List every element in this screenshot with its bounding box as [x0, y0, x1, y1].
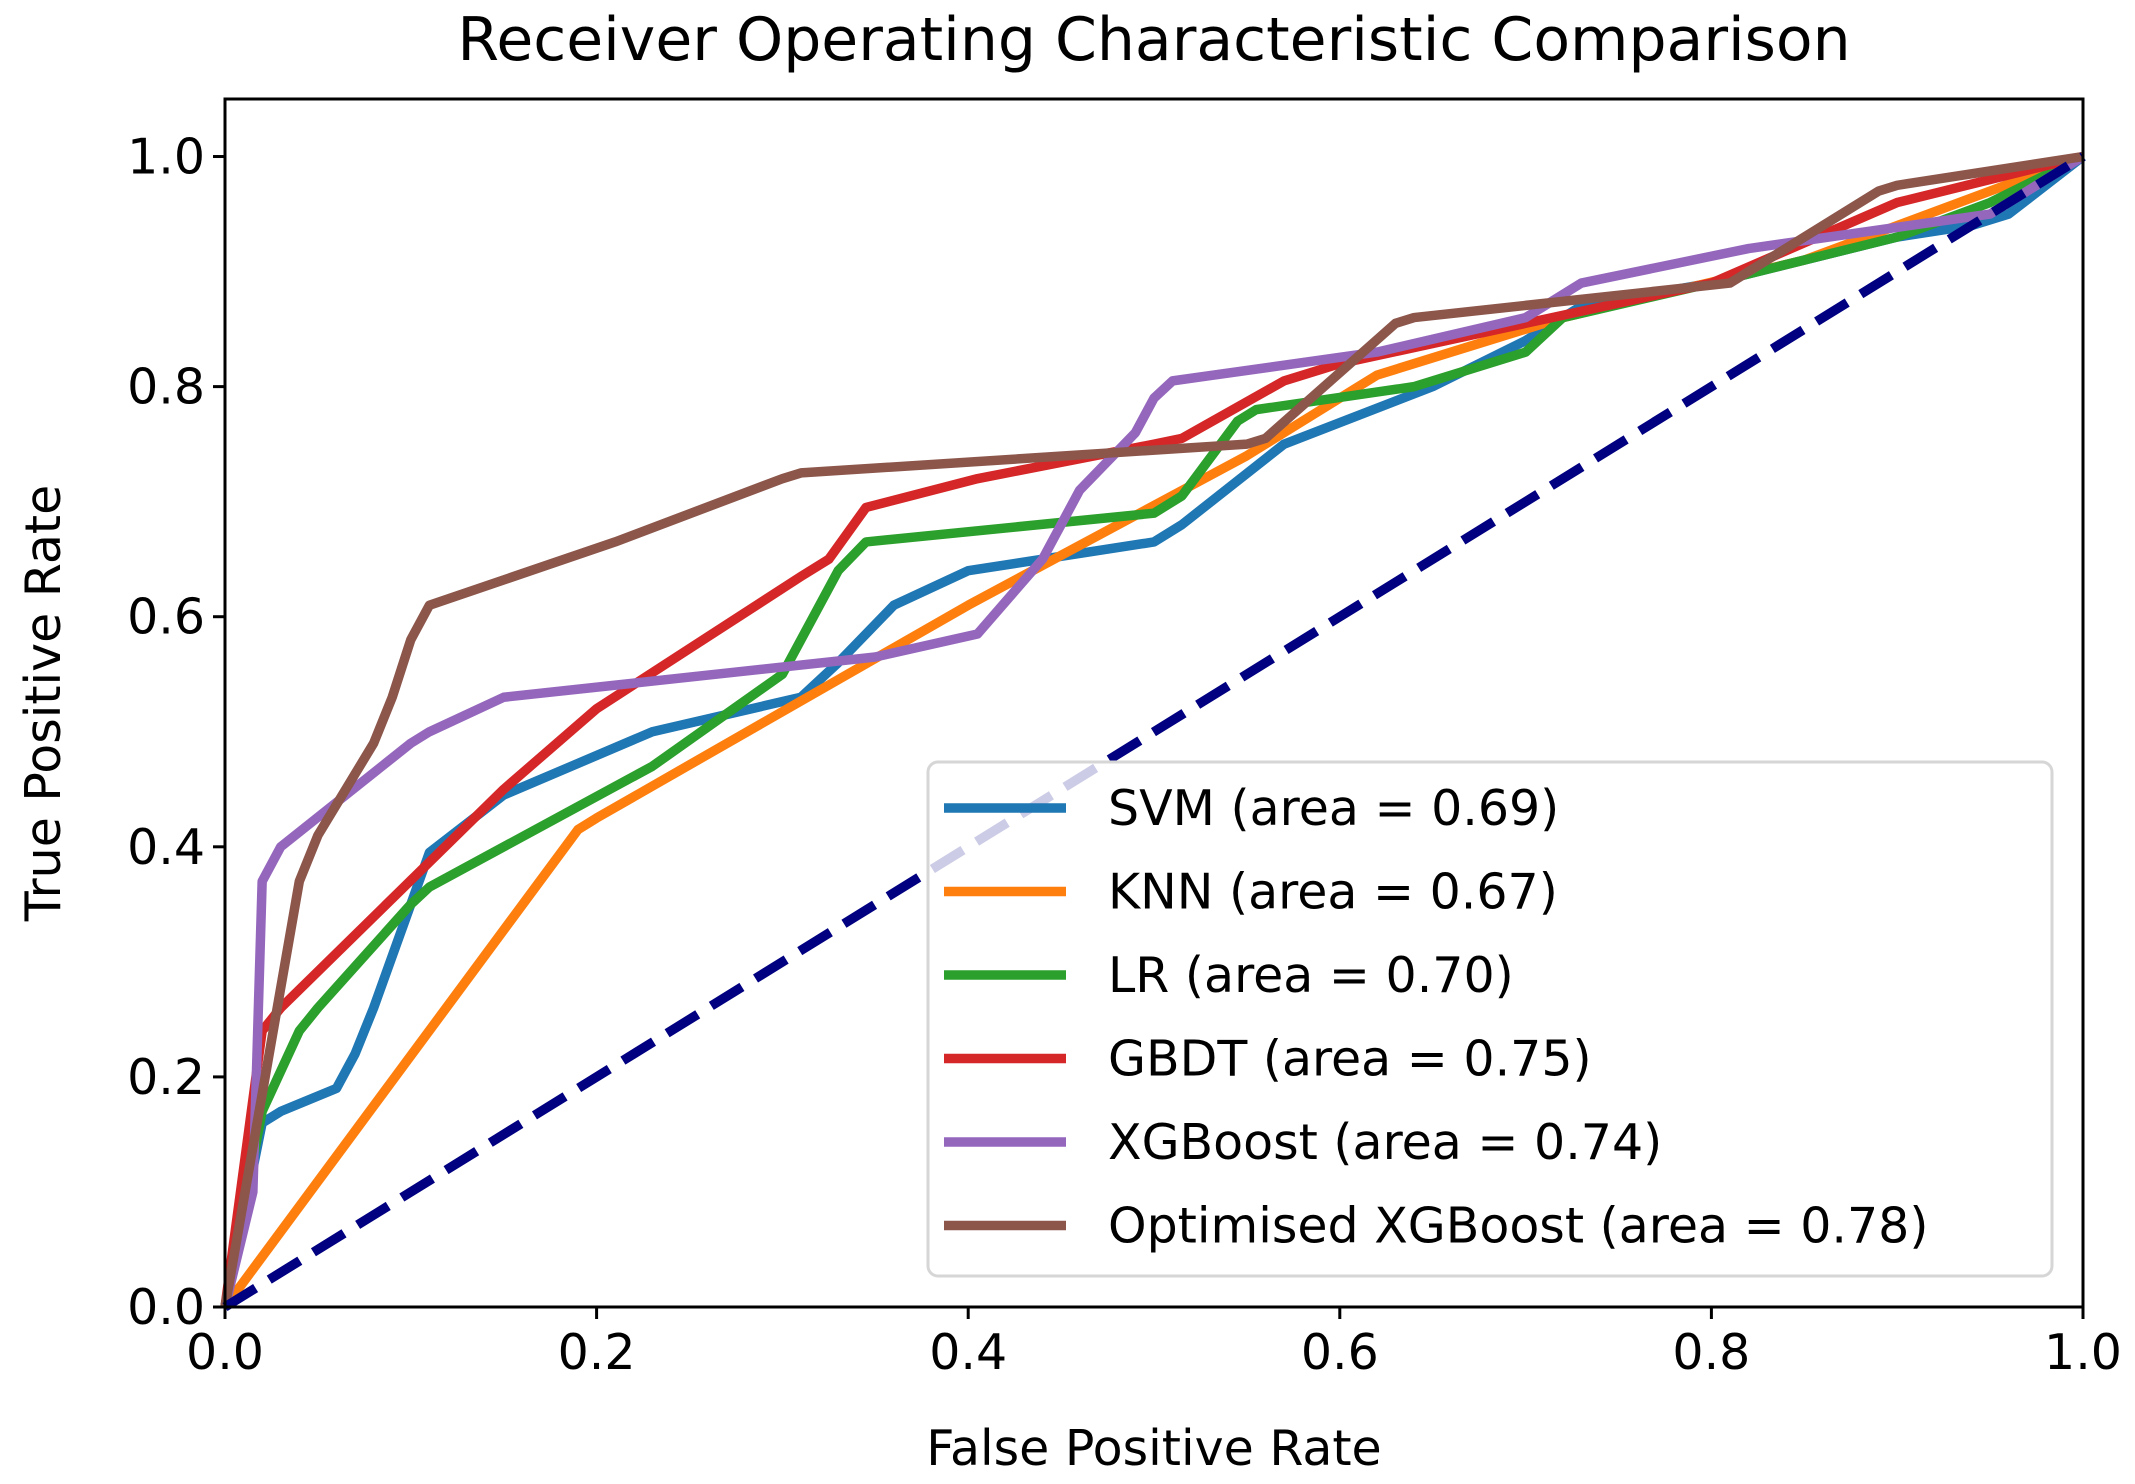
legend-entry-5: Optimised XGBoost (area = 0.78) — [1108, 1198, 1928, 1255]
legend-entry-1: KNN (area = 0.67) — [1108, 864, 1558, 921]
x-tick-label: 0.6 — [1301, 1324, 1379, 1381]
axis-ticks: 0.0 0.2 0.4 0.6 0.8 1.0 0.0 0.2 0.4 0.6 0.8 1.0 — [127, 97, 2122, 1381]
x-tick-label: 0.0 — [186, 1324, 264, 1381]
legend-entry-0: SVM (area = 0.69) — [1108, 780, 1559, 837]
y-tick-label: 0.6 — [127, 589, 205, 646]
series-line-4 — [220, 152, 2086, 1309]
x-tick-label: 0.8 — [1672, 1324, 1750, 1381]
x-tick-label: 0.2 — [558, 1324, 636, 1381]
y-tick-label: 0.2 — [127, 1049, 205, 1106]
plot-area — [220, 151, 2086, 1312]
series-line-3 — [220, 151, 2085, 1308]
y-axis-label: True Positive Rate — [15, 485, 72, 922]
y-tick-label: 0.4 — [127, 819, 205, 876]
x-tick-label: 0.4 — [929, 1324, 1007, 1381]
y-tick-label: 1.0 — [127, 129, 205, 186]
legend-entry-2: LR (area = 0.70) — [1108, 947, 1514, 1004]
legend-box — [926, 760, 2054, 1278]
legend-entry-3: GBDT (area = 0.75) — [1108, 1031, 1592, 1088]
x-axis-label: False Positive Rate — [926, 1420, 1381, 1477]
legend-entry-4: XGBoost (area = 0.74) — [1108, 1114, 1662, 1171]
axes-frame — [223, 97, 2085, 1309]
y-tick-label: 0.0 — [127, 1279, 205, 1336]
diagonal-reference-line — [222, 152, 2086, 1312]
x-tick-label: 1.0 — [2044, 1324, 2122, 1381]
series-line-5 — [220, 151, 2084, 1308]
chart-title: Receiver Operating Characteristic Compar… — [457, 5, 1850, 75]
y-tick-label: 0.8 — [127, 359, 205, 416]
legend: SVM (area = 0.69) KNN (area = 0.67) LR (ar… — [926, 760, 2054, 1278]
